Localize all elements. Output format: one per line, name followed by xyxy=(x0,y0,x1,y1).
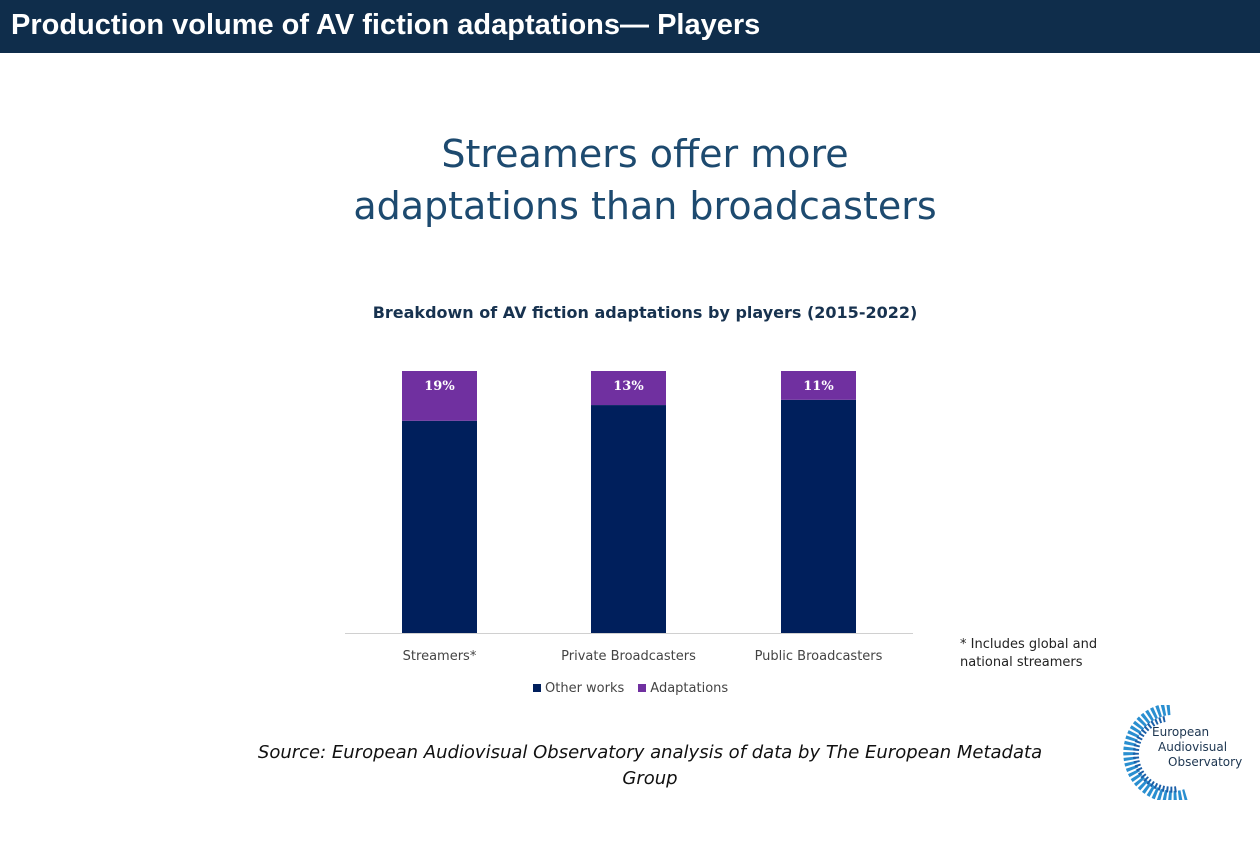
source-note: Source: European Audiovisual Observatory… xyxy=(257,742,1043,789)
x-tick-label: Public Broadcasters xyxy=(755,649,883,664)
x-tick-label: Private Broadcasters xyxy=(561,649,696,664)
bar-adaptations xyxy=(591,371,666,406)
data-label: 11% xyxy=(803,379,834,394)
logo-swirl-icon xyxy=(1123,705,1188,800)
bar-adaptations xyxy=(402,371,477,421)
bar-adaptations xyxy=(781,371,856,400)
x-tick-label: Streamers* xyxy=(403,649,477,664)
headline-line-1: Streamers offer more xyxy=(441,132,849,176)
bar-other-works xyxy=(591,405,666,633)
chart-title: Breakdown of AV fiction adaptations by p… xyxy=(372,303,918,322)
data-label: 13% xyxy=(613,379,644,394)
observatory-logo: European Audiovisual Observatory xyxy=(1120,705,1250,800)
legend-adaptations: Adaptations xyxy=(638,681,728,696)
footnote: * Includes global and national streamers xyxy=(960,637,1098,670)
legend-other-works: Other works xyxy=(533,681,624,696)
headline-line-2: adaptations than broadcasters xyxy=(353,184,937,228)
bar-other-works xyxy=(781,399,856,633)
header-bar: Production volume of AV fiction adaptati… xyxy=(0,0,1260,53)
bar-other-works xyxy=(402,420,477,633)
legend: Other works Adaptations xyxy=(533,681,728,696)
headline: Streamers offer more adaptations than bro… xyxy=(300,128,990,232)
page-title: Production volume of AV fiction adaptati… xyxy=(11,9,761,41)
data-label: 19% xyxy=(424,379,455,394)
